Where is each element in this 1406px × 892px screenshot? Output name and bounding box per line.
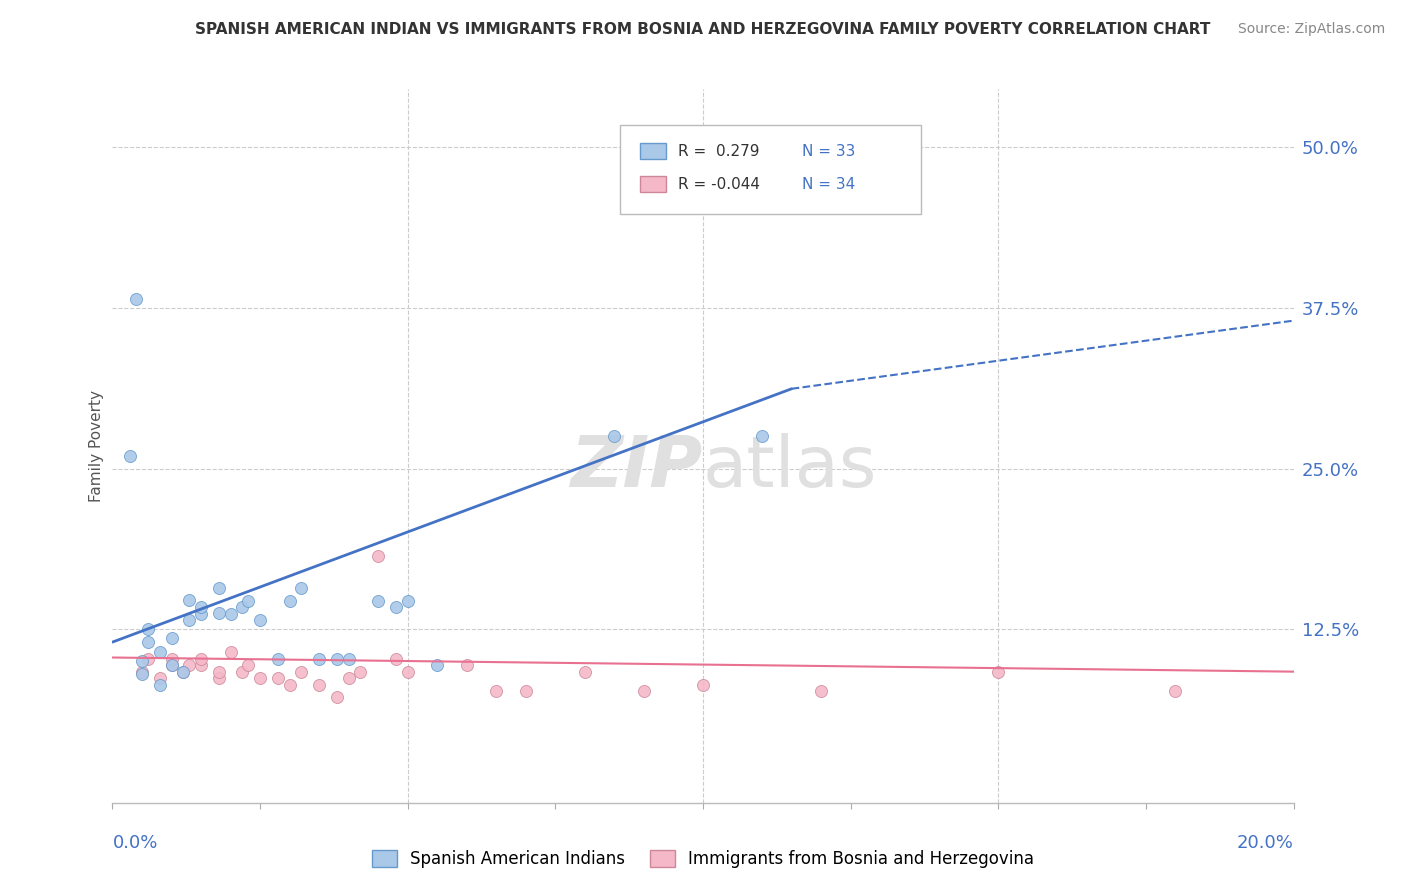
Point (810, 684, 832, 698)
Point (160, 652, 183, 666)
Y-axis label: Family Poverty: Family Poverty (89, 390, 104, 502)
Point (385, 600, 408, 615)
Point (190, 658, 212, 673)
Text: N = 34: N = 34 (803, 177, 855, 192)
Point (238, 594, 260, 608)
Point (120, 449, 142, 463)
Text: R =  0.279: R = 0.279 (678, 144, 759, 159)
Point (326, 690, 349, 705)
Point (219, 645, 242, 659)
Point (131, 654, 153, 668)
Text: 0.0%: 0.0% (112, 834, 157, 852)
Point (125, 292, 148, 306)
Point (179, 658, 201, 673)
Point (396, 594, 419, 608)
Point (208, 665, 231, 679)
Point (456, 658, 478, 673)
Point (485, 684, 508, 698)
Point (633, 684, 655, 698)
Point (131, 665, 153, 679)
Point (326, 652, 349, 666)
Point (367, 594, 389, 608)
Point (172, 665, 194, 679)
Point (136, 652, 159, 666)
Point (1164, 684, 1187, 698)
Point (190, 600, 212, 615)
Point (208, 581, 231, 595)
Text: ZIP: ZIP (571, 433, 703, 502)
Point (290, 581, 312, 595)
Point (160, 658, 183, 673)
Text: 20.0%: 20.0% (1237, 834, 1294, 852)
Point (136, 635, 159, 649)
Point (337, 671, 360, 685)
FancyBboxPatch shape (620, 125, 921, 214)
Point (136, 622, 159, 636)
Point (367, 549, 389, 563)
Point (219, 607, 242, 621)
Point (160, 658, 183, 673)
Point (396, 665, 419, 679)
Point (278, 677, 301, 691)
FancyBboxPatch shape (640, 177, 666, 192)
Point (149, 671, 172, 685)
Point (131, 667, 153, 681)
Point (208, 671, 231, 685)
Point (172, 665, 194, 679)
FancyBboxPatch shape (640, 144, 666, 159)
Point (249, 613, 271, 627)
Point (190, 652, 212, 666)
Point (692, 677, 714, 691)
Point (290, 665, 312, 679)
Text: Source: ZipAtlas.com: Source: ZipAtlas.com (1237, 22, 1385, 37)
Point (179, 592, 201, 607)
Point (160, 631, 183, 645)
Point (349, 665, 371, 679)
Text: SPANISH AMERICAN INDIAN VS IMMIGRANTS FROM BOSNIA AND HERZEGOVINA FAMILY POVERTY: SPANISH AMERICAN INDIAN VS IMMIGRANTS FR… (195, 22, 1211, 37)
Text: atlas: atlas (703, 433, 877, 502)
Point (149, 645, 172, 659)
Point (267, 652, 290, 666)
Point (249, 671, 271, 685)
Point (231, 600, 253, 615)
Legend: Spanish American Indians, Immigrants from Bosnia and Herzegovina: Spanish American Indians, Immigrants fro… (366, 843, 1040, 875)
Point (308, 677, 330, 691)
Point (987, 665, 1010, 679)
Point (208, 606, 231, 620)
Point (426, 658, 449, 673)
Point (574, 665, 596, 679)
Point (337, 652, 360, 666)
Point (190, 607, 212, 621)
Text: N = 33: N = 33 (803, 144, 856, 159)
Point (179, 613, 201, 627)
Point (231, 665, 253, 679)
Point (385, 652, 408, 666)
Point (308, 652, 330, 666)
Point (267, 671, 290, 685)
Point (149, 677, 172, 691)
Text: R = -0.044: R = -0.044 (678, 177, 761, 192)
Point (515, 684, 537, 698)
Point (751, 429, 773, 443)
Point (603, 429, 626, 443)
Point (238, 658, 260, 673)
Point (278, 594, 301, 608)
